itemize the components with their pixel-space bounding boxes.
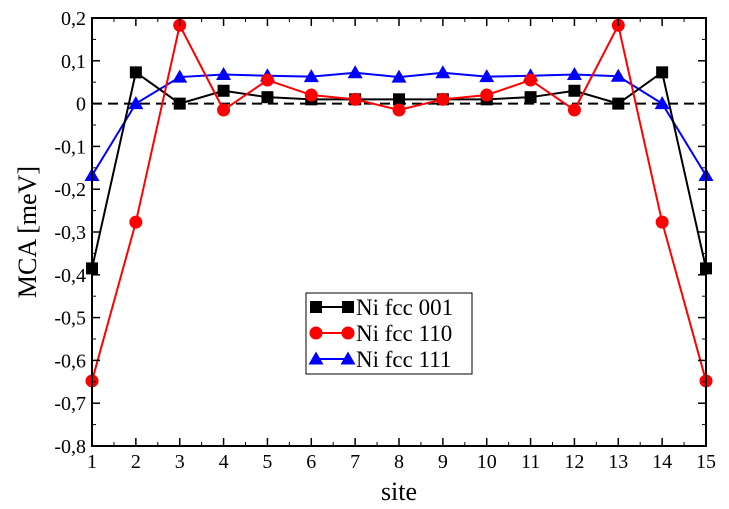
series-ni-fcc-001	[86, 66, 712, 275]
data-point	[303, 69, 319, 83]
y-tick-label: 0,2	[61, 8, 86, 30]
x-tick-label: 4	[219, 451, 229, 473]
data-point	[566, 66, 582, 80]
data-point	[393, 93, 405, 106]
x-axis-title: site	[381, 477, 417, 506]
y-axis-title: MCA [meV]	[13, 166, 42, 298]
data-point	[656, 66, 669, 79]
y-tick-label: -0,1	[54, 136, 86, 158]
data-point	[655, 215, 669, 229]
plot-series-layer	[84, 18, 714, 388]
y-tick-label: 0	[76, 94, 86, 116]
data-point	[217, 103, 231, 117]
data-point	[261, 91, 274, 104]
data-point	[654, 96, 670, 110]
x-tick-label: 5	[262, 451, 272, 473]
data-point	[348, 92, 362, 106]
legend-marker	[309, 326, 323, 340]
legend-label: Ni fcc 110	[356, 321, 452, 346]
data-point	[480, 88, 494, 102]
data-point	[610, 68, 626, 82]
data-point	[568, 84, 581, 97]
x-tick-label: 2	[131, 451, 141, 473]
data-point	[347, 65, 363, 79]
legend-marker	[342, 301, 354, 313]
legend-marker	[308, 351, 324, 365]
data-point	[435, 65, 451, 79]
x-tick-label: 10	[477, 451, 497, 473]
data-point	[304, 88, 318, 102]
data-point	[524, 91, 537, 104]
legend-entry: Ni fcc 001	[310, 295, 453, 320]
data-point	[567, 103, 581, 117]
x-tick-label: 8	[394, 451, 404, 473]
y-tick-label: -0,8	[54, 436, 86, 458]
y-tick-label: -0,6	[54, 350, 86, 372]
data-point	[217, 84, 230, 97]
data-point	[129, 215, 143, 229]
legend-marker	[340, 351, 356, 365]
legend-label: Ni fcc 111	[356, 347, 451, 372]
x-tick-label: 12	[564, 451, 584, 473]
data-point	[216, 66, 232, 80]
data-point	[612, 97, 625, 110]
data-point	[479, 69, 495, 83]
y-tick-label: -0,7	[54, 393, 86, 415]
x-tick-label: 13	[608, 451, 628, 473]
x-tick-label: 7	[350, 451, 360, 473]
data-point	[129, 66, 142, 79]
x-axis: 1 2 3 4 5 6 7 8 9 10 11 12 13 14 15	[87, 18, 716, 473]
x-tick-label: 6	[306, 451, 316, 473]
x-tick-label: 3	[175, 451, 185, 473]
data-point	[128, 96, 144, 110]
data-point	[392, 103, 406, 117]
x-tick-label: 14	[652, 451, 672, 473]
data-point	[436, 92, 450, 106]
legend-label: Ni fcc 001	[356, 295, 453, 320]
data-point	[260, 73, 274, 87]
legend-marker	[341, 326, 355, 340]
y-tick-label: -0,3	[54, 222, 86, 244]
y-tick-label: 0,1	[61, 51, 86, 73]
x-tick-label: 11	[521, 451, 540, 473]
series-ni-fcc-111	[84, 65, 714, 182]
legend-entry: Ni fcc 111	[308, 347, 451, 372]
y-tick-label: -0,4	[54, 265, 86, 287]
y-axis: -0,8 -0,7 -0,6 -0,5 -0,4 -0,3 -0,2 -0,1 0 0,1 0,2	[54, 8, 706, 458]
x-tick-label: 9	[438, 451, 448, 473]
legend-entry: Ni fcc 110	[309, 321, 452, 346]
x-tick-label: 1	[87, 451, 97, 473]
data-point	[172, 69, 188, 83]
y-tick-label: -0,2	[54, 179, 86, 201]
y-tick-label: -0,5	[54, 308, 86, 330]
legend-marker	[310, 301, 322, 313]
data-point	[391, 69, 407, 83]
x-tick-label: 15	[696, 451, 716, 473]
data-point	[173, 97, 186, 110]
data-point	[524, 73, 538, 87]
